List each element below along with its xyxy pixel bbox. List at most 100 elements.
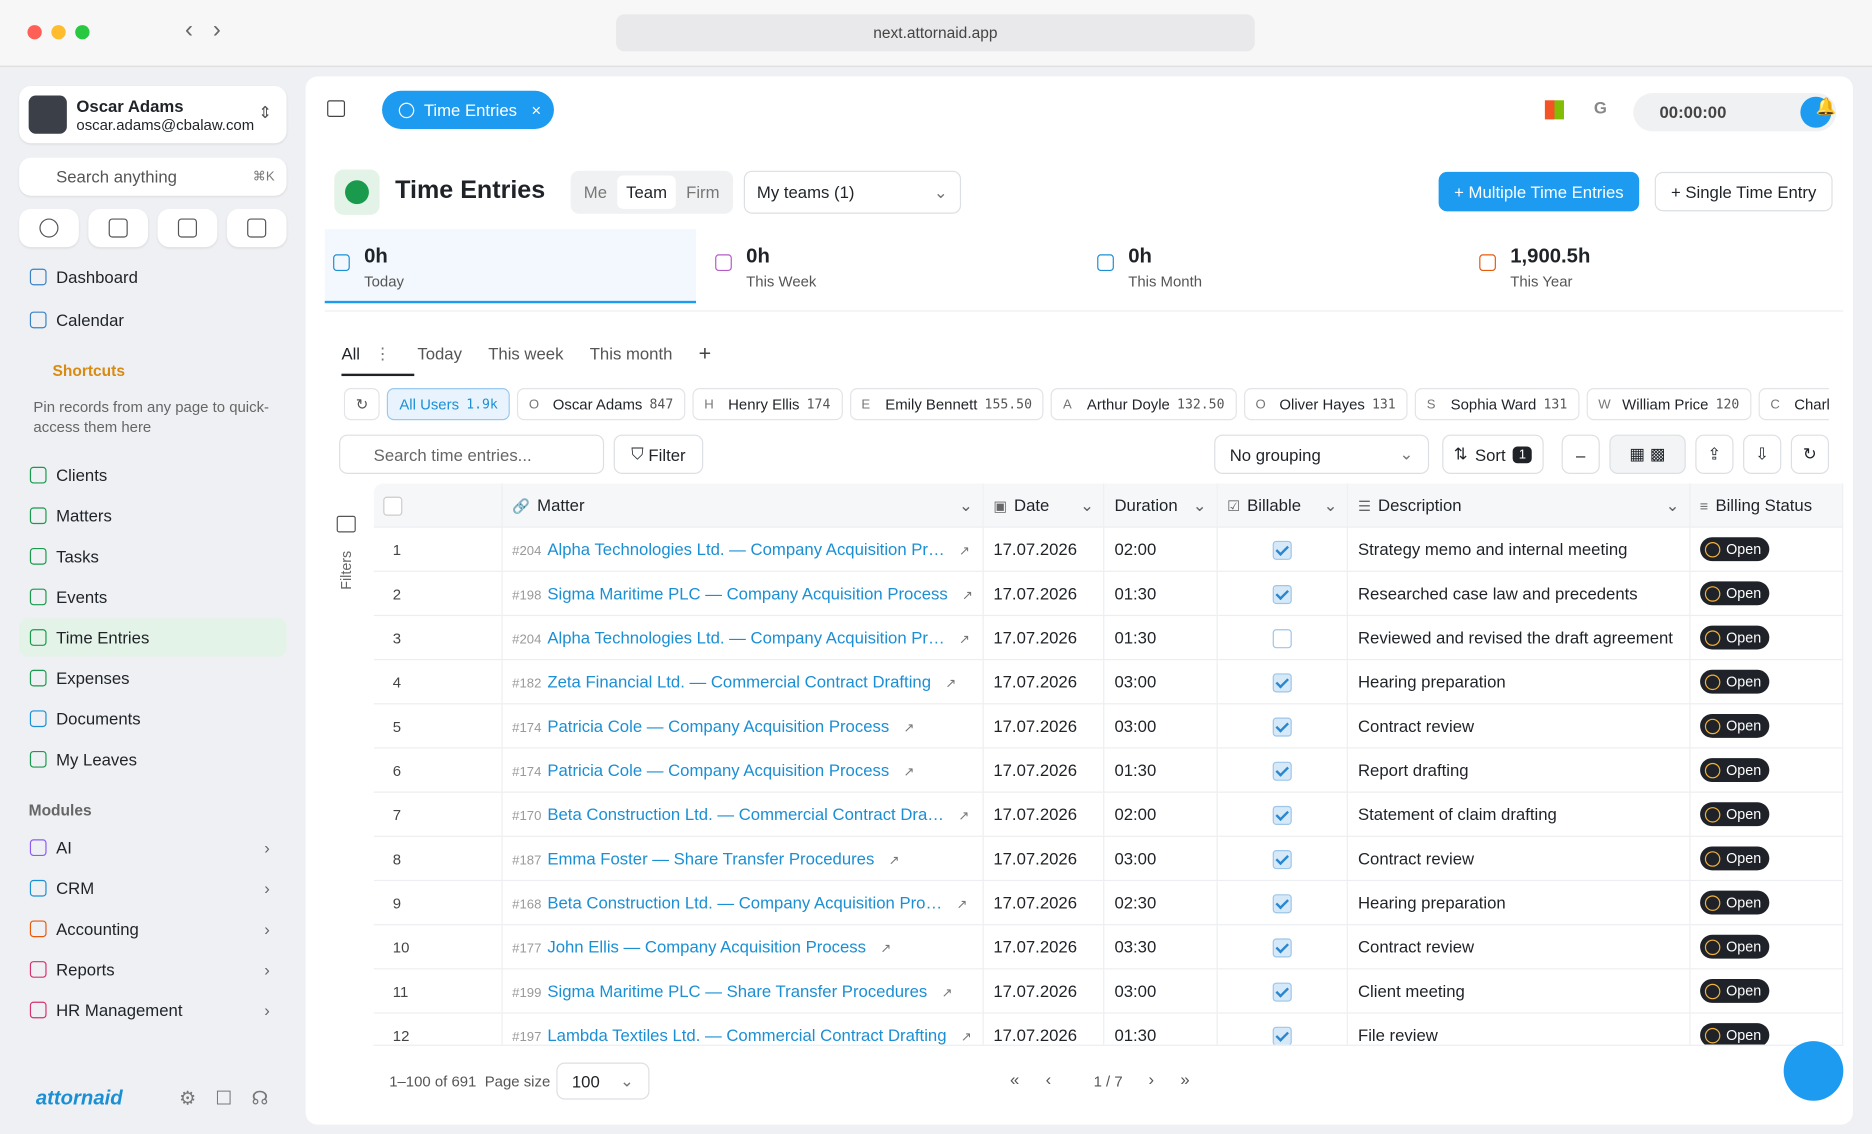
minimize[interactable] (51, 25, 66, 40)
nav-item[interactable]: CRM › (19, 869, 286, 907)
nav-item[interactable]: Tasks (19, 537, 286, 575)
billable-checkbox[interactable] (1272, 937, 1292, 958)
search-box[interactable]: Search anything ⌘K (19, 157, 287, 196)
user-chip[interactable]: All Users 1.9k (387, 388, 510, 421)
row[interactable]: 9 #168 Beta Construction Ltd. — Company Ac… (373, 880, 1844, 926)
matter-link[interactable]: Patricia Cole — Company Acquisition Proc… (547, 716, 890, 736)
page-size[interactable]: 100 ⌄ (556, 1062, 650, 1100)
nav-item[interactable]: HR Management › (19, 991, 286, 1029)
billable-checkbox[interactable] (1272, 584, 1292, 604)
user-chip[interactable]: E Emily Bennett 155.50 (849, 388, 1044, 421)
quick-action[interactable] (88, 208, 149, 248)
row[interactable]: 10 #177 John Ellis — Company Acquisition P… (373, 924, 1844, 970)
nav-arrows[interactable]: ‹ › (185, 16, 221, 43)
view-tab[interactable]: Today (417, 343, 462, 363)
entries-search[interactable]: Search time entries... (339, 434, 605, 474)
scope[interactable]: Firm (686, 182, 720, 202)
sidebar-footer-icons[interactable]: ⚙☐☊ (179, 1088, 288, 1110)
row[interactable]: 1 #204 Alpha Technologies Ltd. — Company A… (373, 527, 1844, 572)
column-header[interactable]: Duration ⌄ (1104, 483, 1218, 528)
zoom[interactable] (75, 25, 90, 40)
row[interactable]: 7 #170 Beta Construction Ltd. — Commercial… (373, 792, 1844, 837)
row[interactable]: 2 #198 Sigma Maritime PLC — Company Acquis… (373, 571, 1844, 617)
ms-icon[interactable] (1544, 100, 1564, 120)
matter-link[interactable]: Sigma Maritime PLC — Share Transfer Proc… (547, 981, 928, 1001)
matter-link[interactable]: John Ellis — Company Acquisition Process (547, 937, 867, 957)
billable-checkbox[interactable] (1272, 893, 1292, 913)
nav-item[interactable]: Matters (19, 497, 286, 535)
team-select[interactable]: My teams (1) ⌄ (743, 170, 962, 214)
pager-next[interactable]: ›» (1148, 1069, 1216, 1089)
nav-item[interactable]: Documents (19, 700, 286, 738)
row[interactable]: 3 #204 Alpha Technologies Ltd. — Company A… (373, 615, 1844, 661)
billable-checkbox[interactable] (1272, 717, 1292, 737)
scope[interactable]: Me (583, 182, 608, 202)
row[interactable]: 11 #199 Sigma Maritime PLC — Share Transfe… (373, 968, 1844, 1014)
billable-checkbox[interactable] (1272, 1026, 1292, 1045)
user-chip[interactable]: A Arthur Doyle 132.50 (1051, 388, 1237, 421)
nav-item[interactable]: Events (19, 578, 286, 616)
matter-link[interactable]: Beta Construction Ltd. — Company Acquisi… (547, 893, 943, 913)
column-header[interactable]: ☑ Billable ⌄ (1216, 483, 1349, 528)
toggle-sidebar[interactable] (327, 100, 346, 118)
column-header[interactable]: ☰ Description ⌄ (1347, 483, 1691, 528)
chat-bubble[interactable] (1783, 1041, 1844, 1101)
matter-link[interactable]: Zeta Financial Ltd. — Commercial Contrac… (547, 672, 932, 692)
view-tab[interactable]: All (341, 343, 361, 363)
multiple-button[interactable]: + Multiple Time Entries (1438, 171, 1640, 212)
billable-checkbox[interactable] (1272, 849, 1292, 869)
single-button[interactable]: + Single Time Entry (1654, 171, 1833, 212)
tab[interactable]: Time Entries × (382, 90, 554, 129)
quick-action[interactable] (19, 208, 79, 248)
billable-checkbox[interactable] (1272, 761, 1292, 781)
refresh[interactable]: ↻ (343, 388, 381, 421)
timer[interactable]: 00:00:00 (1633, 93, 1837, 132)
user-chip[interactable]: O Oliver Hayes 131 (1243, 388, 1408, 421)
billable-checkbox[interactable] (1272, 982, 1292, 1002)
nav-item[interactable]: Reports › (19, 950, 286, 988)
user-chip[interactable]: O Oscar Adams 847 (516, 388, 686, 421)
nav-item[interactable]: Calendar (19, 301, 286, 339)
row[interactable]: 4 #182 Zeta Financial Ltd. — Commercial Co… (373, 659, 1844, 705)
matter-link[interactable]: Emma Foster — Share Transfer Procedures (547, 848, 875, 868)
billable-checkbox[interactable] (1272, 805, 1292, 825)
scope[interactable]: Team (617, 175, 676, 209)
user-chip[interactable]: S Sophia Ward 131 (1414, 388, 1580, 421)
user-card[interactable]: Oscar Adams oscar.adams@cbalaw.com ⇕ (19, 85, 287, 144)
matter-link[interactable]: Sigma Maritime PLC — Company Acquisition… (547, 583, 948, 603)
quick-action[interactable] (226, 208, 287, 248)
row[interactable]: 5 #174 Patricia Cole — Company Acquisition… (373, 703, 1844, 749)
add-view[interactable]: + (698, 340, 712, 365)
checkbox[interactable] (383, 496, 403, 516)
column-header[interactable]: ≡ Billing Status (1689, 483, 1844, 528)
user-chip[interactable]: H Henry Ellis 174 (692, 388, 843, 421)
matter-link[interactable]: Alpha Technologies Ltd. — Company Acquis… (547, 627, 945, 648)
column-header[interactable]: ▣ Date ⌄ (983, 483, 1105, 528)
url-bar[interactable]: next.attornaid.app (616, 14, 1255, 52)
grouping-select[interactable]: No grouping ⌄ (1214, 434, 1430, 474)
matter-link[interactable]: Alpha Technologies Ltd. — Company Acquis… (547, 539, 945, 559)
nav-item[interactable]: Expenses (19, 659, 286, 697)
close[interactable] (27, 25, 42, 40)
user-chip[interactable]: W William Price 120 (1586, 388, 1752, 421)
bell[interactable]: 🔔 (1815, 96, 1837, 116)
row[interactable]: 8 #187 Emma Foster — Share Transfer Proced… (373, 836, 1844, 882)
row[interactable]: 12 #197 Lambda Textiles Ltd. — Commercial … (373, 1013, 1844, 1045)
matter-link[interactable]: Beta Construction Ltd. — Commercial Cont… (547, 804, 945, 824)
toolbar-icons[interactable]: – ▦ ▩ ⇪ ⇩ ↻ (1561, 434, 1830, 474)
row[interactable]: 6 #174 Patricia Cole — Company Acquisition… (373, 747, 1844, 793)
sort-button[interactable]: ⇅ Sort 1 (1442, 434, 1544, 474)
column-header[interactable]: 🔗 Matter ⌄ (502, 483, 984, 528)
nav-item[interactable]: Dashboard (19, 258, 286, 296)
nav-item[interactable]: AI › (19, 829, 286, 867)
billable-checkbox[interactable] (1272, 540, 1292, 560)
nav-item[interactable]: My Leaves (19, 740, 286, 778)
pager-prev[interactable]: «‹ (1010, 1069, 1078, 1089)
quick-action[interactable] (157, 208, 218, 248)
billable-checkbox[interactable] (1272, 672, 1292, 693)
filters-toggle[interactable] (336, 515, 356, 533)
nav-item[interactable]: Clients (19, 456, 286, 494)
view-tab[interactable]: This month (589, 343, 673, 363)
matter-link[interactable]: Lambda Textiles Ltd. — Commercial Contra… (547, 1025, 947, 1045)
view-tab[interactable]: This week (488, 343, 564, 363)
